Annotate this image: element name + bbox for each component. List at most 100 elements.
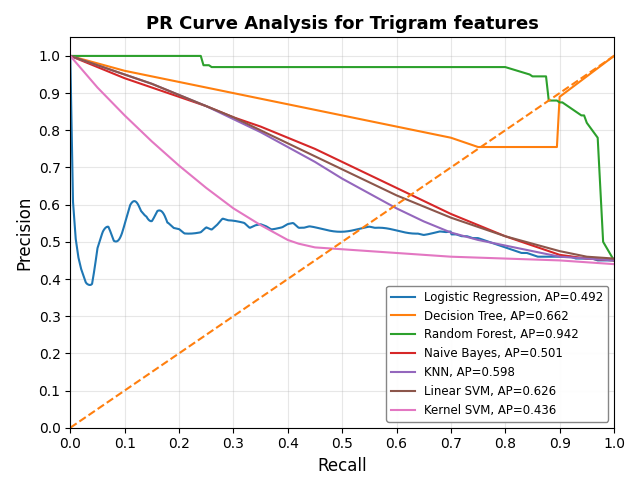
Line: KNN, AP=0.598: KNN, AP=0.598 bbox=[70, 56, 614, 260]
KNN, AP=0.598 bbox=[610, 257, 618, 263]
Decision Tree, AP=0.662 bbox=[175, 79, 183, 85]
Naive Bayes, AP=0.501 bbox=[202, 103, 210, 109]
Random Forest, AP=0.942 bbox=[553, 98, 561, 103]
Random Forest, AP=0.942 bbox=[534, 74, 541, 79]
KNN, AP=0.598 bbox=[339, 176, 346, 182]
Random Forest, AP=0.942 bbox=[561, 101, 569, 107]
Decision Tree, AP=0.662 bbox=[468, 142, 476, 148]
Random Forest, AP=0.942 bbox=[339, 64, 346, 70]
Linear SVM, AP=0.626 bbox=[202, 103, 210, 109]
KNN, AP=0.598 bbox=[175, 92, 183, 98]
Logistic Regression, AP=0.492 bbox=[314, 225, 321, 231]
Line: Decision Tree, AP=0.662: Decision Tree, AP=0.662 bbox=[70, 56, 614, 147]
Naive Bayes, AP=0.501 bbox=[257, 123, 264, 129]
Random Forest, AP=0.942 bbox=[67, 53, 75, 59]
Kernel SVM, AP=0.436 bbox=[93, 85, 101, 91]
Random Forest, AP=0.942 bbox=[529, 74, 536, 79]
Decision Tree, AP=0.662 bbox=[529, 144, 536, 150]
Logistic Regression, AP=0.492 bbox=[164, 220, 172, 225]
Logistic Regression, AP=0.492 bbox=[67, 53, 74, 59]
Line: Kernel SVM, AP=0.436: Kernel SVM, AP=0.436 bbox=[70, 56, 614, 264]
Legend: Logistic Regression, AP=0.492, Decision Tree, AP=0.662, Random Forest, AP=0.942,: Logistic Regression, AP=0.492, Decision … bbox=[387, 286, 608, 422]
Kernel SVM, AP=0.436 bbox=[420, 252, 428, 258]
Decision Tree, AP=0.662 bbox=[485, 144, 493, 150]
Linear SVM, AP=0.626 bbox=[420, 203, 428, 209]
Line: Logistic Regression, AP=0.492: Logistic Regression, AP=0.492 bbox=[70, 56, 614, 285]
Linear SVM, AP=0.626 bbox=[447, 215, 455, 220]
Naive Bayes, AP=0.501 bbox=[420, 198, 428, 204]
KNN, AP=0.598 bbox=[311, 159, 319, 165]
Decision Tree, AP=0.662 bbox=[556, 94, 563, 100]
Decision Tree, AP=0.662 bbox=[545, 144, 552, 150]
Linear SVM, AP=0.626 bbox=[148, 81, 156, 87]
Random Forest, AP=0.942 bbox=[208, 64, 216, 70]
KNN, AP=0.598 bbox=[583, 256, 591, 262]
Decision Tree, AP=0.662 bbox=[311, 107, 319, 113]
Random Forest, AP=0.942 bbox=[205, 62, 212, 68]
Linear SVM, AP=0.626 bbox=[501, 233, 509, 239]
Random Forest, AP=0.942 bbox=[577, 113, 585, 119]
Naive Bayes, AP=0.501 bbox=[545, 248, 552, 254]
Random Forest, AP=0.942 bbox=[542, 74, 550, 79]
KNN, AP=0.598 bbox=[67, 53, 74, 59]
Decision Tree, AP=0.662 bbox=[365, 118, 373, 124]
Decision Tree, AP=0.662 bbox=[512, 144, 520, 150]
Random Forest, AP=0.942 bbox=[200, 62, 207, 68]
Random Forest, AP=0.942 bbox=[501, 64, 509, 70]
Logistic Regression, AP=0.492 bbox=[431, 230, 438, 236]
X-axis label: Recall: Recall bbox=[317, 457, 367, 475]
KNN, AP=0.598 bbox=[257, 129, 264, 135]
Random Forest, AP=0.942 bbox=[526, 72, 534, 77]
Decision Tree, AP=0.662 bbox=[393, 123, 401, 129]
Naive Bayes, AP=0.501 bbox=[121, 75, 129, 81]
Decision Tree, AP=0.662 bbox=[202, 85, 210, 91]
Kernel SVM, AP=0.436 bbox=[447, 254, 455, 260]
KNN, AP=0.598 bbox=[420, 219, 428, 224]
Random Forest, AP=0.942 bbox=[213, 64, 221, 70]
Kernel SVM, AP=0.436 bbox=[556, 257, 563, 263]
Naive Bayes, AP=0.501 bbox=[339, 159, 346, 165]
Decision Tree, AP=0.662 bbox=[501, 144, 509, 150]
Decision Tree, AP=0.662 bbox=[257, 96, 264, 101]
Decision Tree, AP=0.662 bbox=[284, 101, 292, 107]
Decision Tree, AP=0.662 bbox=[230, 90, 237, 96]
Decision Tree, AP=0.662 bbox=[496, 144, 504, 150]
Linear SVM, AP=0.626 bbox=[67, 53, 74, 59]
Kernel SVM, AP=0.436 bbox=[501, 256, 509, 262]
Naive Bayes, AP=0.501 bbox=[230, 114, 237, 120]
Kernel SVM, AP=0.436 bbox=[339, 246, 346, 252]
KNN, AP=0.598 bbox=[284, 144, 292, 150]
Linear SVM, AP=0.626 bbox=[230, 114, 237, 120]
KNN, AP=0.598 bbox=[230, 116, 237, 122]
Decision Tree, AP=0.662 bbox=[474, 144, 482, 150]
Naive Bayes, AP=0.501 bbox=[93, 64, 101, 70]
Line: Naive Bayes, AP=0.501: Naive Bayes, AP=0.501 bbox=[70, 56, 614, 260]
KNN, AP=0.598 bbox=[365, 191, 373, 196]
Linear SVM, AP=0.626 bbox=[311, 153, 319, 159]
Logistic Regression, AP=0.492 bbox=[610, 257, 618, 263]
Y-axis label: Precision: Precision bbox=[15, 196, 33, 270]
KNN, AP=0.598 bbox=[529, 248, 536, 254]
Linear SVM, AP=0.626 bbox=[556, 248, 563, 254]
Naive Bayes, AP=0.501 bbox=[175, 94, 183, 100]
Kernel SVM, AP=0.436 bbox=[311, 245, 319, 250]
Naive Bayes, AP=0.501 bbox=[474, 222, 482, 228]
Naive Bayes, AP=0.501 bbox=[529, 243, 536, 248]
Line: Random Forest, AP=0.942: Random Forest, AP=0.942 bbox=[70, 56, 614, 260]
Random Forest, AP=0.942 bbox=[580, 113, 588, 119]
Kernel SVM, AP=0.436 bbox=[175, 163, 183, 169]
KNN, AP=0.598 bbox=[501, 243, 509, 248]
Naive Bayes, AP=0.501 bbox=[583, 256, 591, 262]
Kernel SVM, AP=0.436 bbox=[230, 205, 237, 211]
Decision Tree, AP=0.662 bbox=[553, 144, 561, 150]
Random Forest, AP=0.942 bbox=[545, 98, 552, 103]
Naive Bayes, AP=0.501 bbox=[67, 53, 74, 59]
Naive Bayes, AP=0.501 bbox=[393, 185, 401, 191]
Random Forest, AP=0.942 bbox=[594, 135, 602, 141]
KNN, AP=0.598 bbox=[202, 103, 210, 109]
Naive Bayes, AP=0.501 bbox=[284, 135, 292, 141]
Random Forest, AP=0.942 bbox=[550, 98, 558, 103]
Kernel SVM, AP=0.436 bbox=[257, 222, 264, 228]
Kernel SVM, AP=0.436 bbox=[148, 139, 156, 145]
Decision Tree, AP=0.662 bbox=[93, 60, 101, 66]
